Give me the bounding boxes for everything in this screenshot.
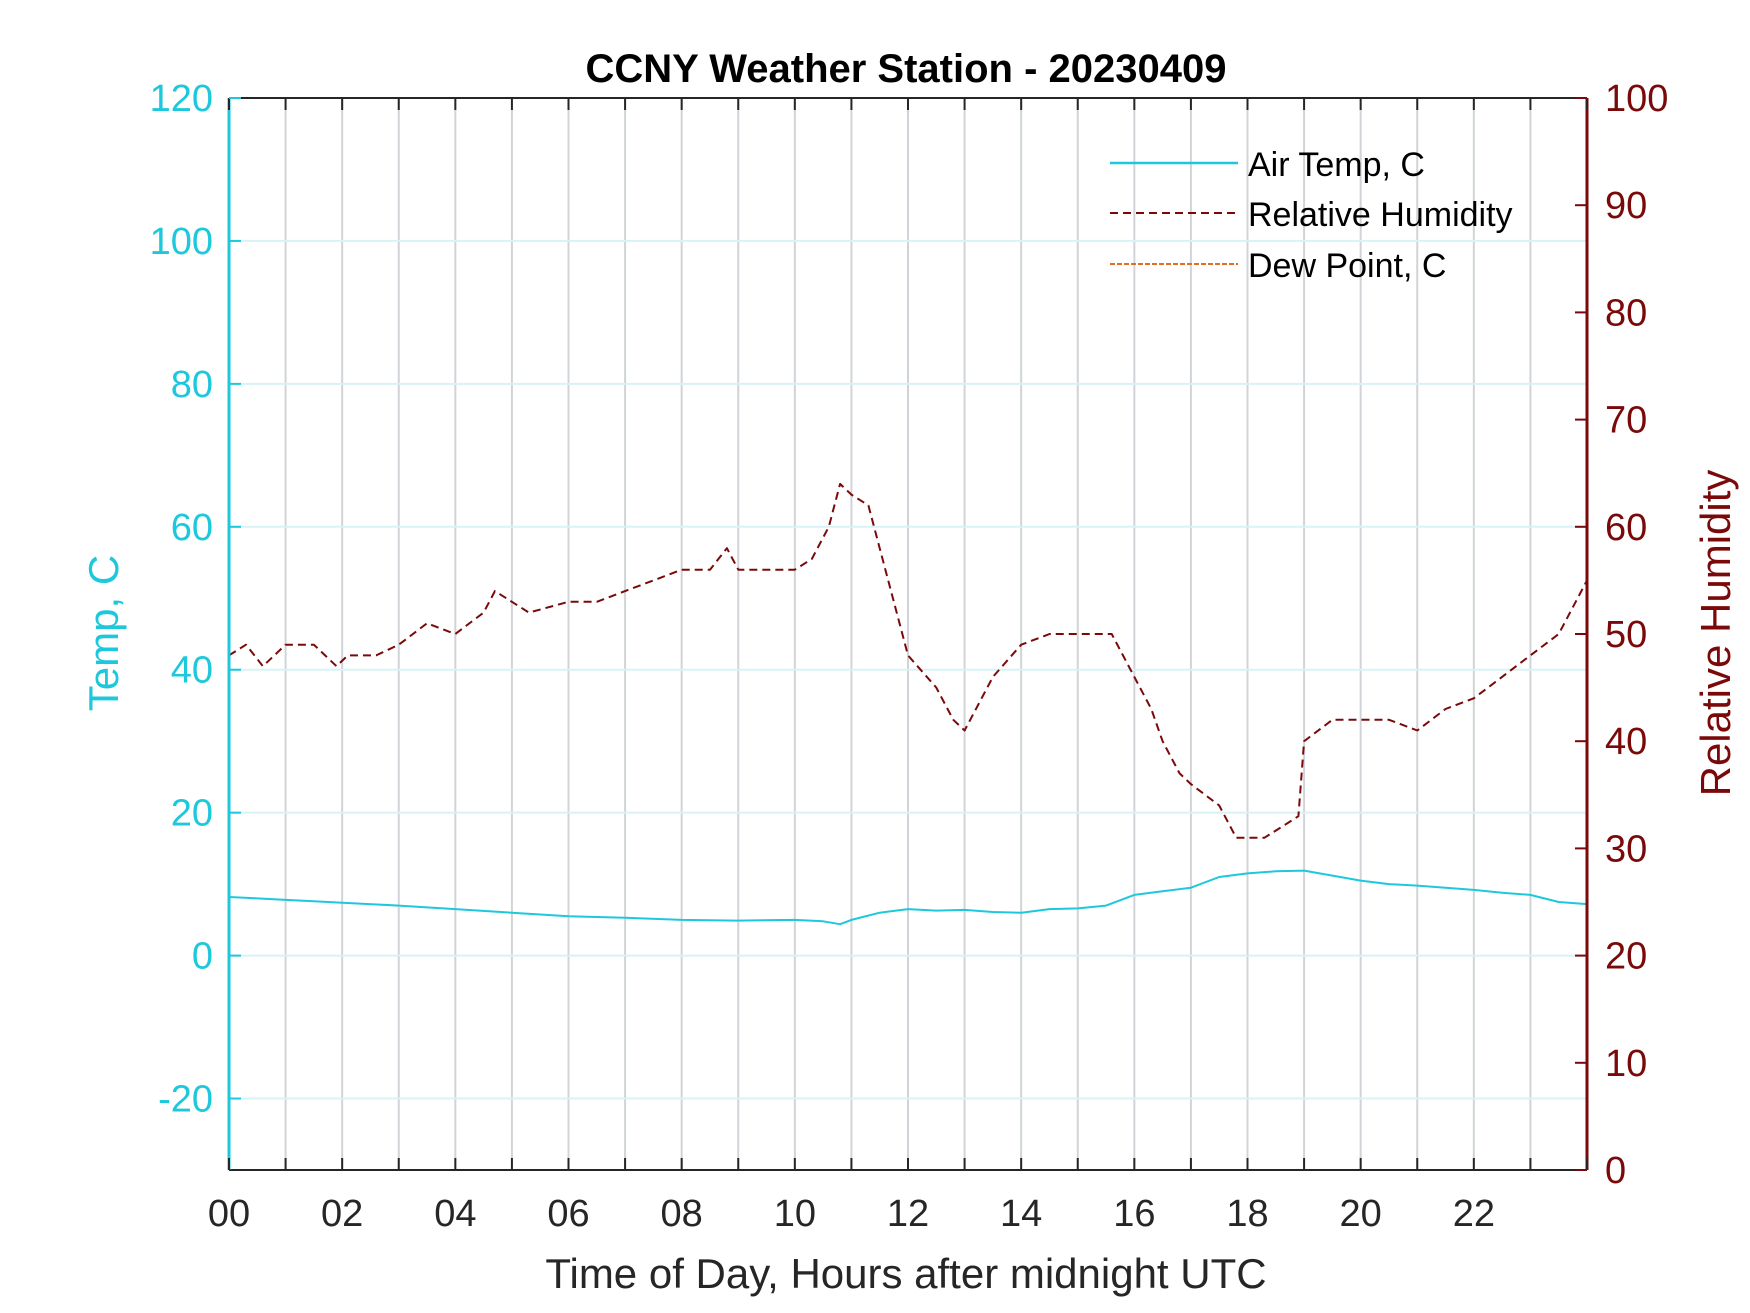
y-right-tick-label: 30: [1605, 828, 1647, 870]
x-tick-label: 02: [321, 1193, 363, 1235]
x-tick-label: 12: [887, 1193, 929, 1235]
vertical-grid: [284, 98, 1532, 1170]
y-right-tick-label: 10: [1605, 1043, 1647, 1085]
y-left-tick-label: 0: [192, 936, 213, 978]
y-right-tick-label: 40: [1605, 721, 1647, 763]
y-axis-right-label: Relative Humidity: [1692, 470, 1739, 797]
x-axis-label: Time of Day, Hours after midnight UTC: [545, 1250, 1266, 1297]
y-right-tick-label: 50: [1605, 614, 1647, 656]
legend-label-relative-humidity: Relative Humidity: [1248, 196, 1513, 234]
x-tick-label: 08: [661, 1193, 703, 1235]
ticks-layer: 00 02 04 06 08 10 12 14 16 18 20 22-200204060801001…: [150, 78, 1669, 1235]
y-right-tick-label: 80: [1605, 292, 1647, 334]
y-left-tick-label: 80: [171, 364, 213, 406]
chart-title: CCNY Weather Station - 20230409: [586, 47, 1227, 91]
x-tick-label: 04: [434, 1193, 476, 1235]
x-tick-label: 00: [208, 1193, 250, 1235]
x-tick-label: 16: [1113, 1193, 1155, 1235]
y-left-tick-label: 20: [171, 793, 213, 835]
y-right-tick-label: 90: [1605, 185, 1647, 227]
y-left-tick-label: 100: [150, 221, 213, 263]
y-left-tick-label: -20: [158, 1079, 213, 1121]
y-right-tick-label: 20: [1605, 936, 1647, 978]
y-right-tick-label: 0: [1605, 1150, 1626, 1192]
y-right-tick-label: 60: [1605, 507, 1647, 549]
series-line-0: [228, 869, 1588, 926]
y-left-tick-label: 40: [171, 650, 213, 692]
x-tick-label: 06: [547, 1193, 589, 1235]
y-left-tick-label: 120: [150, 78, 213, 120]
series-layer: [228, 482, 1588, 926]
y-axis-left-label: Temp, C: [80, 555, 127, 711]
y-left-tick-label: 60: [171, 507, 213, 549]
x-tick-label: 14: [1000, 1193, 1042, 1235]
x-tick-label: 18: [1226, 1193, 1268, 1235]
legend-label-air-temp: Air Temp, C: [1248, 146, 1425, 184]
x-tick-label: 22: [1453, 1193, 1495, 1235]
y-right-tick-label: 70: [1605, 400, 1647, 442]
x-tick-label: 20: [1340, 1193, 1382, 1235]
y-right-tick-label: 100: [1605, 78, 1668, 120]
series-line-1: [228, 482, 1588, 839]
x-tick-label: 10: [774, 1193, 816, 1235]
horizontal-grid: [229, 239, 1587, 1100]
legend: Air Temp, C Relative Humidity Dew Point,…: [1110, 146, 1513, 285]
legend-label-dew-point: Dew Point, C: [1248, 247, 1446, 285]
